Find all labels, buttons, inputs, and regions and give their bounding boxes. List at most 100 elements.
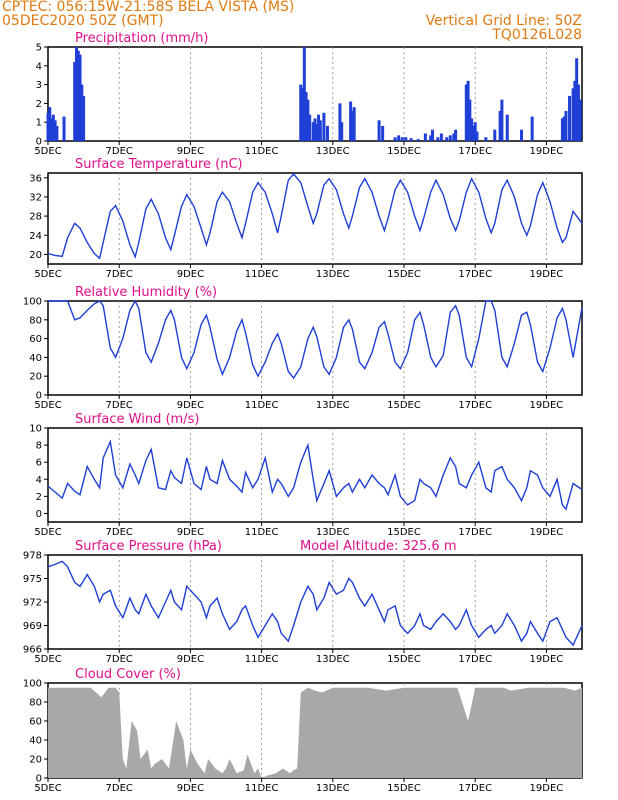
rh-xtick-label: 15DEC xyxy=(387,400,421,411)
chart-header: CPTEC: 056:15W-21:58S BELA VISTA (MS) 05… xyxy=(0,0,618,45)
cloud-xtick-label: 11DEC xyxy=(245,783,279,794)
precip-bar xyxy=(576,84,580,141)
precip-bar xyxy=(78,54,82,141)
rh-ytick-label: 0 xyxy=(36,391,42,402)
precip-bar xyxy=(349,101,353,141)
precip-bar xyxy=(308,114,312,141)
cloud-xtick-label: 5DEC xyxy=(34,783,61,794)
precip-bar xyxy=(76,50,80,142)
precip-bar xyxy=(430,129,434,141)
precip-bar xyxy=(505,114,509,141)
precip-bar xyxy=(471,125,475,141)
temp-series-line xyxy=(47,172,583,260)
rh-xtick-label: 13DEC xyxy=(316,400,350,411)
precip-bar xyxy=(484,137,488,141)
precip-bar xyxy=(325,125,329,141)
wind-xtick-label: 19DEC xyxy=(530,527,564,538)
pressure-annotation: Model Altitude: 325.6 m xyxy=(300,539,457,554)
precip-bar xyxy=(454,129,458,141)
rh-ytick-label: 80 xyxy=(29,315,42,326)
precip-bar xyxy=(53,120,57,141)
pressure-xtick-label: 13DEC xyxy=(316,654,350,665)
precip-bar xyxy=(429,135,433,141)
rh-xtick-label: 17DEC xyxy=(458,400,492,411)
precip-bar xyxy=(409,138,413,141)
wind-ytick-label: 0 xyxy=(36,509,42,520)
precip-bar xyxy=(578,99,582,141)
precip-title: Precipitation (mm/h) xyxy=(75,31,208,46)
precip-bar xyxy=(80,84,84,141)
pressure-xtick-label: 5DEC xyxy=(34,654,61,665)
precip-xtick-label: 9DEC xyxy=(177,146,204,157)
wind-ytick-label: 6 xyxy=(36,458,42,469)
wind-ytick-label: 2 xyxy=(36,492,42,503)
precip-bar xyxy=(317,114,321,141)
precip-bar xyxy=(400,137,404,141)
precip-bar xyxy=(315,124,319,141)
precip-bar xyxy=(350,110,354,141)
precip-bar xyxy=(73,62,77,141)
pressure-xtick-label: 19DEC xyxy=(530,654,564,665)
temp-ytick-label: 28 xyxy=(29,212,42,223)
precip-bar xyxy=(571,88,575,141)
rh-ytick-label: 20 xyxy=(29,372,42,383)
cloud-xtick-label: 13DEC xyxy=(316,783,350,794)
precip-bar xyxy=(575,58,579,141)
pressure-xtick-label: 17DEC xyxy=(458,654,492,665)
precip-bar xyxy=(519,129,523,141)
precip-bar xyxy=(404,137,408,141)
pressure-title: Surface Pressure (hPa) xyxy=(75,539,222,554)
precip-bar xyxy=(568,95,572,141)
cloud-ytick-label: 0 xyxy=(36,774,42,785)
precip-bar xyxy=(377,120,381,141)
precip-xtick-label: 11DEC xyxy=(245,146,279,157)
temp-ytick-label: 32 xyxy=(29,192,42,203)
precip-bar xyxy=(473,122,477,141)
pressure-xtick-label: 15DEC xyxy=(387,654,421,665)
cloud-ytick-label: 20 xyxy=(29,755,42,766)
pressure-xtick-label: 9DEC xyxy=(177,654,204,665)
precip-bar xyxy=(530,116,534,141)
pressure-ytick-label: 966 xyxy=(23,645,42,656)
precip-ytick-label: 5 xyxy=(36,43,42,54)
precip-xtick-label: 15DEC xyxy=(387,146,421,157)
precip-bar xyxy=(445,137,449,141)
precip-bar xyxy=(470,118,474,141)
temp-xtick-label: 15DEC xyxy=(387,269,421,280)
cloud-ytick-label: 60 xyxy=(29,717,42,728)
rh-series-line xyxy=(48,299,583,380)
precip-bar xyxy=(393,137,397,141)
wind-ytick-label: 4 xyxy=(36,475,42,486)
rh-frame xyxy=(47,300,583,396)
rh-xtick-label: 7DEC xyxy=(106,400,133,411)
cloud-area xyxy=(48,687,582,778)
wind-title: Surface Wind (m/s) xyxy=(75,412,199,427)
precip-ytick-label: 3 xyxy=(36,80,42,91)
precip-bar xyxy=(573,80,577,141)
grid-note: Vertical Grid Line: 50Z xyxy=(425,13,582,29)
precip-bar xyxy=(436,137,440,141)
cloud-xtick-label: 7DEC xyxy=(106,783,133,794)
precip-bar xyxy=(55,125,59,141)
precip-bar xyxy=(468,99,472,141)
precip-bar xyxy=(493,129,497,141)
rh-xtick-label: 19DEC xyxy=(530,400,564,411)
temp-title: Surface Temperature (nC) xyxy=(75,157,243,172)
precip-bar xyxy=(338,103,342,141)
temp-xtick-label: 17DEC xyxy=(458,269,492,280)
cloud-ytick-label: 80 xyxy=(29,698,42,709)
temp-xtick-label: 7DEC xyxy=(106,269,133,280)
pressure-ytick-label: 978 xyxy=(23,551,42,562)
temp-ytick-label: 20 xyxy=(29,250,42,261)
cloud-ytick-label: 40 xyxy=(29,736,42,747)
precip-xtick-label: 13DEC xyxy=(316,146,350,157)
precip-bar xyxy=(48,107,52,141)
temp-xtick-label: 9DEC xyxy=(177,269,204,280)
pressure-series-line xyxy=(47,560,583,647)
precip-bar xyxy=(381,125,385,141)
wind-xtick-label: 9DEC xyxy=(177,527,204,538)
precip-bar xyxy=(397,135,401,141)
precip-bar xyxy=(62,116,66,141)
precip-bar xyxy=(464,84,468,141)
